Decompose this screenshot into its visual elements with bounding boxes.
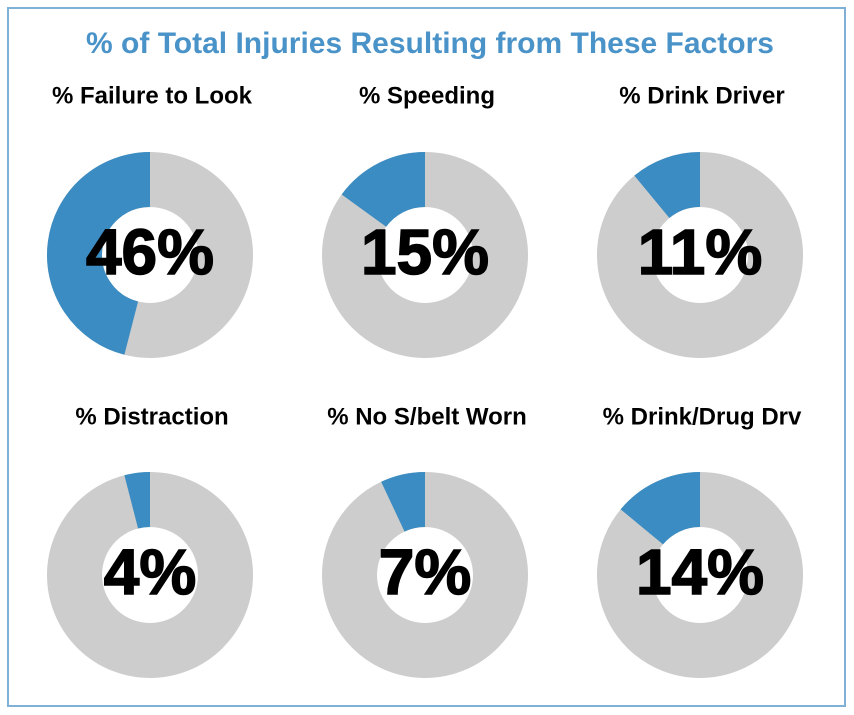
donut-title: % Drink Driver	[619, 82, 784, 109]
center-label: 46%	[86, 216, 214, 288]
donut-segment	[381, 472, 427, 533]
center-label: 11%	[638, 216, 763, 288]
center-label: 7%	[379, 536, 472, 608]
donut-title: % No S/belt Worn	[327, 403, 527, 430]
center-label: 4%	[104, 536, 197, 608]
donut-title: % Distraction	[75, 403, 228, 430]
donut-segment	[124, 472, 151, 529]
center-label: 15%	[361, 216, 489, 288]
donut-title: % Drink/Drug Drv	[603, 403, 802, 430]
donut-title: % Speeding	[359, 82, 495, 109]
page-title: % of Total Injuries Resulting from These…	[86, 27, 774, 60]
donut-segment	[47, 152, 152, 355]
center-label: 14%	[636, 536, 764, 608]
donut-segment	[620, 472, 702, 546]
donut-title: % Failure to Look	[52, 82, 253, 109]
donut-segment	[634, 152, 702, 219]
donut-segment	[341, 152, 427, 228]
